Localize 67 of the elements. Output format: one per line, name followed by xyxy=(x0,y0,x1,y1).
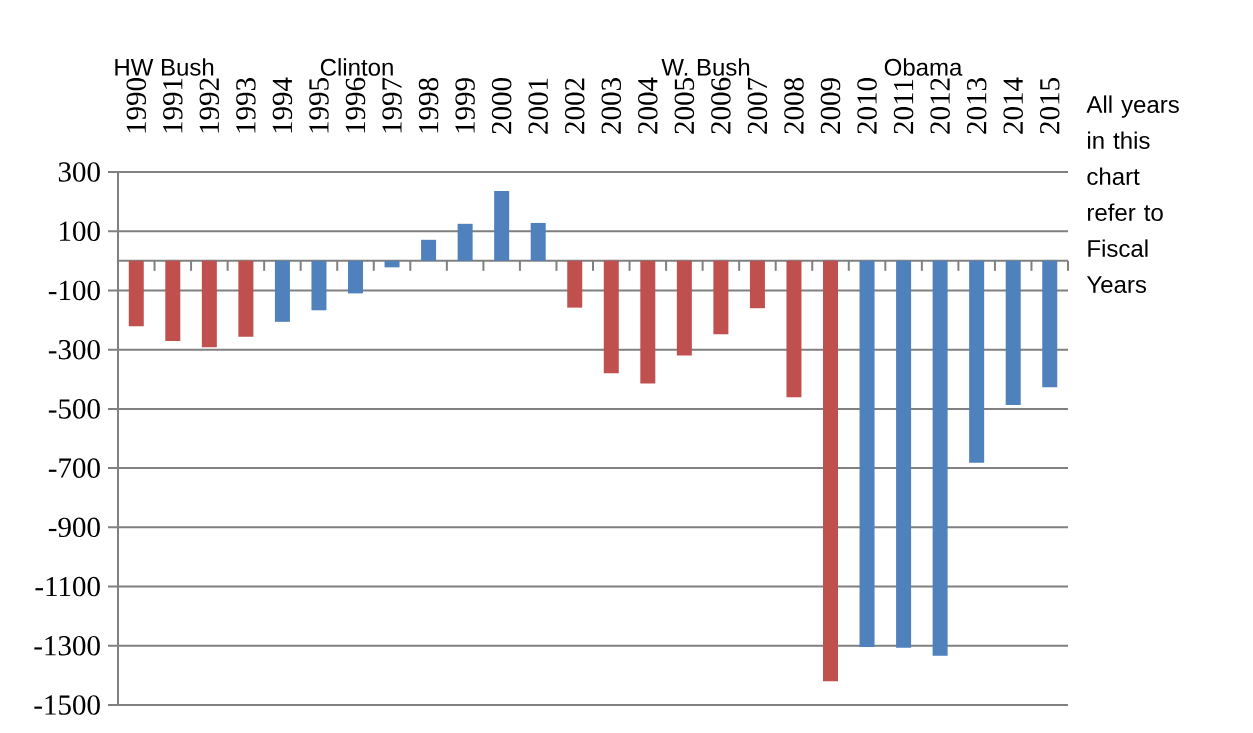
bar xyxy=(823,260,839,682)
y-tick-label: 100 xyxy=(60,221,100,241)
x-tick-label: 2015 xyxy=(1039,78,1060,134)
bar xyxy=(530,222,546,261)
x-tick-label: 2002 xyxy=(564,78,585,134)
y-tick-label: -700 xyxy=(48,458,100,478)
x-tick-label: 2011 xyxy=(893,79,914,134)
bar xyxy=(749,260,765,309)
x-tick-label: 1999 xyxy=(455,78,475,133)
y-tick-label: -1500 xyxy=(34,695,100,715)
x-tick-label: 1991 xyxy=(163,78,183,133)
x-tick-label: 1990 xyxy=(126,78,147,133)
y-tick-label: -900 xyxy=(48,517,100,538)
x-tick-label: 2001 xyxy=(528,78,548,134)
bar xyxy=(676,260,692,356)
bar xyxy=(201,260,217,348)
text: HW Bush xyxy=(115,58,214,76)
y-tick-label: -500 xyxy=(48,399,100,419)
x-tick-label: 2012 xyxy=(930,78,950,134)
bar xyxy=(421,239,437,261)
bar xyxy=(713,260,729,335)
bar xyxy=(1005,260,1021,406)
text: All years in this chart refer to Fiscal Years xyxy=(1086,95,1179,294)
x-tick-label: 1993 xyxy=(236,78,256,133)
bar xyxy=(384,260,400,268)
x-tick-label: 2003 xyxy=(601,78,622,134)
bar xyxy=(1042,260,1058,388)
x-tick-label: 2009 xyxy=(820,78,841,134)
bar xyxy=(640,260,656,384)
bar xyxy=(348,260,363,294)
x-tick-label: 1996 xyxy=(345,77,366,133)
bar xyxy=(274,260,290,322)
y-tick-label: 300 xyxy=(58,162,100,182)
x-tick-label: 2005 xyxy=(674,78,695,134)
x-tick-label: 2013 xyxy=(966,78,987,134)
x-tick-label: 2008 xyxy=(784,78,804,134)
x-tick-label: 1992 xyxy=(199,78,220,133)
x-tick-label: 2007 xyxy=(747,77,768,134)
text: Obama xyxy=(884,58,963,76)
x-tick-label: 1997 xyxy=(382,77,402,133)
bar xyxy=(128,260,144,327)
bar xyxy=(859,260,875,647)
x-tick-label: 2014 xyxy=(1003,77,1023,134)
x-tick-label: 2000 xyxy=(491,78,512,134)
y-tick-label: -300 xyxy=(48,339,100,360)
y-tick-label: -100 xyxy=(48,280,100,301)
text: Clinton xyxy=(320,58,393,76)
bar xyxy=(457,223,473,261)
text: W. Bush xyxy=(661,58,750,76)
x-tick-label: 2010 xyxy=(857,78,877,134)
x-tick-label: 2006 xyxy=(711,77,731,134)
bar xyxy=(786,260,802,398)
bar xyxy=(932,260,948,656)
bar xyxy=(969,260,985,463)
bar xyxy=(165,260,181,342)
x-tick-label: 2004 xyxy=(638,77,658,134)
x-tick-label: 1998 xyxy=(418,78,439,133)
x-tick-label: 1995 xyxy=(309,78,329,133)
x-tick-label: 1994 xyxy=(272,77,293,133)
bar xyxy=(238,260,254,337)
bar xyxy=(896,260,912,648)
bar xyxy=(603,260,619,374)
bar xyxy=(311,260,327,311)
y-tick-label: -1100 xyxy=(35,576,100,597)
bar xyxy=(494,190,510,261)
y-tick-label: -1300 xyxy=(34,636,100,656)
bar xyxy=(567,260,583,308)
